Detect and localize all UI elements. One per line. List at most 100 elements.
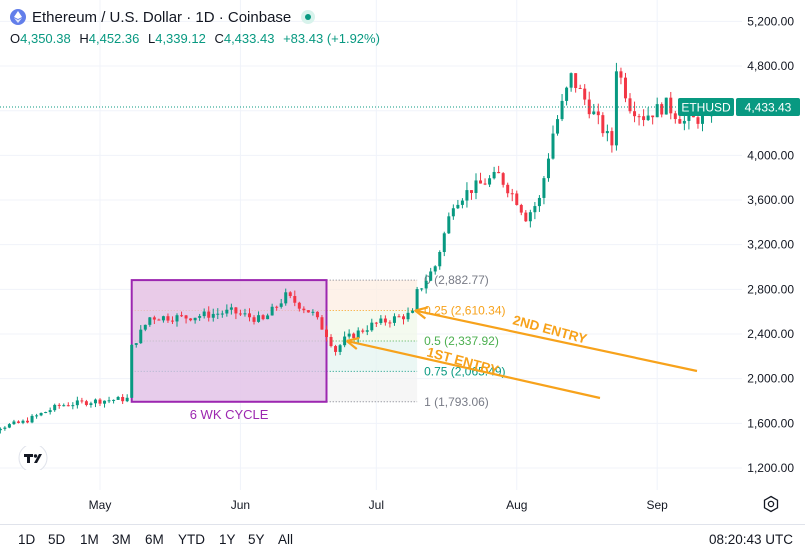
candle-body <box>551 133 555 159</box>
candle-body <box>578 87 582 89</box>
candle <box>501 172 505 188</box>
candle-body <box>601 115 605 134</box>
tradingview-logo-icon[interactable] <box>18 446 48 470</box>
candle <box>365 325 369 336</box>
candle-body <box>388 322 392 324</box>
candle <box>0 427 2 434</box>
candle <box>528 209 532 228</box>
chart-grid <box>0 0 742 490</box>
cycle-box: 6 WK CYCLE <box>130 279 328 422</box>
last-price-tag: 4,433.43 <box>745 100 792 114</box>
candle-body <box>610 131 614 146</box>
candle <box>334 344 338 356</box>
candle <box>451 204 455 220</box>
range-1m-button[interactable]: 1M <box>80 532 99 547</box>
candle-body <box>383 318 387 323</box>
range-3m-button[interactable]: 3M <box>112 532 131 547</box>
candle <box>202 308 206 319</box>
candle-body <box>26 420 30 423</box>
candle <box>62 403 66 407</box>
candle-body <box>660 104 664 115</box>
candle-body <box>506 184 510 194</box>
ohlc-readout: O4,350.38 H4,452.36 L4,339.12 C4,433.43 … <box>10 31 385 46</box>
candle-body <box>134 343 138 345</box>
range-5y-button[interactable]: 5Y <box>248 532 265 547</box>
candle <box>30 414 34 424</box>
candle <box>474 173 478 200</box>
candle-body <box>365 330 369 332</box>
symbol-title[interactable]: Ethereum / U.S. Dollar · 1D · Coinbase <box>32 8 292 26</box>
candle-body <box>637 116 641 118</box>
range-ytd-button[interactable]: YTD <box>178 532 205 547</box>
utc-clock[interactable]: 08:20:43 UTC <box>708 532 793 547</box>
candle-body <box>148 317 152 325</box>
candle-body <box>293 296 297 303</box>
candle <box>211 308 215 322</box>
candle-body <box>16 421 20 423</box>
x-tick-label: Aug <box>506 498 527 512</box>
candle-body <box>297 302 301 309</box>
candle <box>492 166 496 180</box>
candle <box>356 327 360 344</box>
candle-body <box>678 119 682 124</box>
candle-body <box>75 400 79 406</box>
price-chart[interactable]: 0 (2,882.77) 0.25 (2,610.34) 0.5 (2,337.92… <box>0 0 805 524</box>
x-tick-label: Sep <box>647 498 669 512</box>
candle <box>388 320 392 328</box>
candle <box>7 423 11 429</box>
candle <box>139 325 143 344</box>
candle <box>229 303 233 315</box>
candle <box>220 310 224 318</box>
candle <box>266 313 270 320</box>
x-tick-label: Jun <box>231 498 250 512</box>
candle-body <box>0 428 2 431</box>
range-1y-button[interactable]: 1Y <box>219 532 236 547</box>
fib-label: 0.75 (2,065.49) <box>424 364 505 378</box>
y-tick-label: 4,000.00 <box>747 148 794 162</box>
range-6m-button[interactable]: 6M <box>145 532 164 547</box>
candle <box>347 329 351 339</box>
candle <box>556 115 560 136</box>
candle-body <box>180 315 184 317</box>
candle-body <box>560 100 564 120</box>
candle-body <box>429 271 433 281</box>
candle-body <box>116 397 120 400</box>
candle <box>166 313 170 323</box>
candle <box>424 274 428 294</box>
candle-body <box>35 415 39 417</box>
range-1d-button[interactable]: 1D <box>18 532 36 547</box>
candle <box>383 315 387 326</box>
candle <box>103 400 107 408</box>
candle-body <box>361 330 365 332</box>
range-5d-button[interactable]: 5D <box>48 532 66 547</box>
annotation-2nd-entry: 2ND ENTRY <box>511 312 588 346</box>
close-value: 4,433.43 <box>223 31 275 46</box>
candle-body <box>71 405 75 407</box>
candle-body <box>288 292 292 297</box>
candle <box>610 127 614 153</box>
gear-icon[interactable] <box>762 495 780 513</box>
candle <box>193 317 197 324</box>
candle <box>121 394 125 404</box>
candle <box>161 315 165 323</box>
candle-body <box>519 204 523 213</box>
candles <box>0 62 714 434</box>
candle <box>605 124 609 142</box>
y-tick-label: 5,200.00 <box>747 14 794 28</box>
candle-body <box>379 318 383 324</box>
fib-label: 0.5 (2,337.92) <box>424 334 499 348</box>
candle <box>234 306 238 320</box>
candle <box>614 62 618 151</box>
candle <box>238 309 242 317</box>
price-axis: 5,200.004,800.004,400.004,000.003,600.00… <box>747 14 794 475</box>
range-all-button[interactable]: All <box>278 532 294 547</box>
candle-body <box>329 337 333 347</box>
candle <box>660 102 664 118</box>
candle <box>460 198 464 209</box>
candle <box>587 91 591 119</box>
candle <box>488 175 492 188</box>
candle-body <box>447 216 451 234</box>
candle <box>673 110 677 124</box>
candle <box>57 403 61 409</box>
candle-body <box>488 178 492 185</box>
